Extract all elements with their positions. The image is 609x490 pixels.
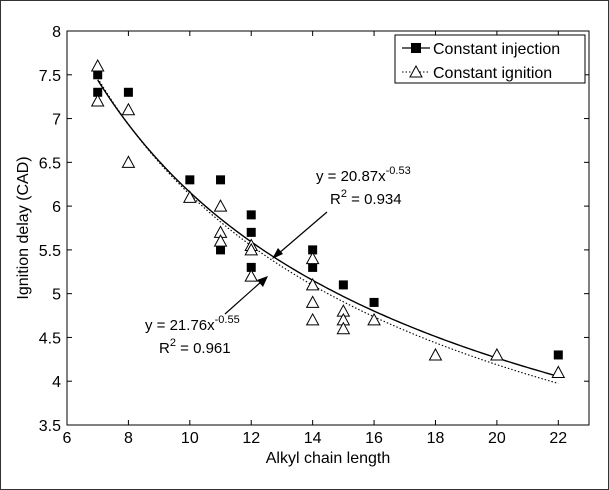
annotation-ignition-fit: y = 21.76x-0.55 R2 = 0.961 xyxy=(145,276,268,357)
ignition-point xyxy=(305,312,320,326)
injection-point xyxy=(216,245,226,255)
ignition-point xyxy=(305,251,320,265)
annotation-injection-arrowhead xyxy=(272,248,283,259)
injection-point xyxy=(308,262,318,272)
injection-point xyxy=(123,87,133,97)
axis-ticks: 6 8 10 12 14 16 18 20 22 3.5 4 4.5 5 5.5 6 6.5 7 7.5 8 xyxy=(39,24,589,447)
ignition-point xyxy=(367,312,381,326)
injection-point xyxy=(246,227,256,237)
annotation-ignition-arrow xyxy=(224,280,263,315)
injection-point xyxy=(369,297,379,307)
x-tick-label: 8 xyxy=(124,430,133,447)
ignition-point xyxy=(213,199,228,212)
annotation-injection-r2: R2 = 0.934 xyxy=(330,188,402,208)
y-tick-label: 6 xyxy=(52,199,61,216)
data-points xyxy=(90,58,566,378)
injection-point xyxy=(93,70,103,80)
fit-curve-injection xyxy=(97,79,559,378)
ignition-point xyxy=(121,102,136,116)
ignition-point xyxy=(182,190,197,203)
ignition-point xyxy=(244,269,259,282)
legend-marker-injection xyxy=(411,43,421,53)
legend: Constant injection Constant ignition xyxy=(394,34,586,84)
ignition-point xyxy=(305,277,320,291)
legend-marker-ignition xyxy=(409,64,423,78)
legend-label-injection: Constant injection xyxy=(433,41,560,58)
y-tick-label: 5.5 xyxy=(39,243,61,260)
annotation-ignition-arrowhead xyxy=(257,276,268,287)
annotation-injection-arrow xyxy=(277,211,328,255)
injection-point xyxy=(246,210,256,220)
ignition-point xyxy=(90,58,105,72)
ignition-point xyxy=(121,155,136,168)
y-tick-label: 6.5 xyxy=(39,155,61,172)
fit-curve-ignition xyxy=(97,77,559,384)
plot-area xyxy=(66,30,590,426)
ignition-point xyxy=(551,365,566,378)
y-tick-label: 7.5 xyxy=(39,68,61,85)
x-tick-label: 22 xyxy=(549,430,567,447)
legend-box xyxy=(394,34,586,84)
y-tick-label: 5 xyxy=(52,287,61,304)
y-axis-title: Ignition delay (CAD) xyxy=(15,156,32,299)
ignition-point xyxy=(336,321,351,335)
injection-point xyxy=(246,262,256,272)
x-tick-label: 12 xyxy=(242,430,260,447)
y-tick-label: 7 xyxy=(52,112,61,129)
annotation-injection-equation: y = 20.87x-0.53 xyxy=(316,165,411,185)
fit-curves xyxy=(97,77,559,384)
ignition-point xyxy=(490,347,504,361)
injection-point xyxy=(308,245,318,255)
ignition-point xyxy=(90,94,105,107)
x-tick-label: 14 xyxy=(304,430,322,447)
injection-point xyxy=(216,175,226,185)
x-tick-label: 6 xyxy=(63,430,72,447)
x-tick-label: 10 xyxy=(181,430,199,447)
y-tick-label: 4 xyxy=(52,374,61,391)
annotation-ignition-equation: y = 21.76x-0.55 xyxy=(145,314,240,334)
ignition-point xyxy=(305,295,320,308)
x-tick-label: 18 xyxy=(427,430,445,447)
injection-point xyxy=(93,87,103,97)
injection-point xyxy=(185,175,195,185)
x-axis-title: Alkyl chain length xyxy=(266,450,391,467)
ignition-point xyxy=(213,234,228,247)
y-tick-label: 8 xyxy=(52,24,61,41)
y-tick-label: 3.5 xyxy=(39,418,61,435)
x-tick-label: 20 xyxy=(488,430,506,447)
injection-point xyxy=(338,280,348,290)
annotation-ignition-r2: R2 = 0.961 xyxy=(159,337,231,357)
ignition-point xyxy=(244,242,259,256)
y-tick-label: 4.5 xyxy=(39,330,61,347)
legend-label-ignition: Constant ignition xyxy=(433,65,552,82)
ignition-point xyxy=(428,347,443,361)
x-tick-label: 16 xyxy=(365,430,383,447)
injection-point xyxy=(553,350,563,360)
annotation-injection-fit: y = 20.87x-0.53 R2 = 0.934 xyxy=(272,165,411,259)
